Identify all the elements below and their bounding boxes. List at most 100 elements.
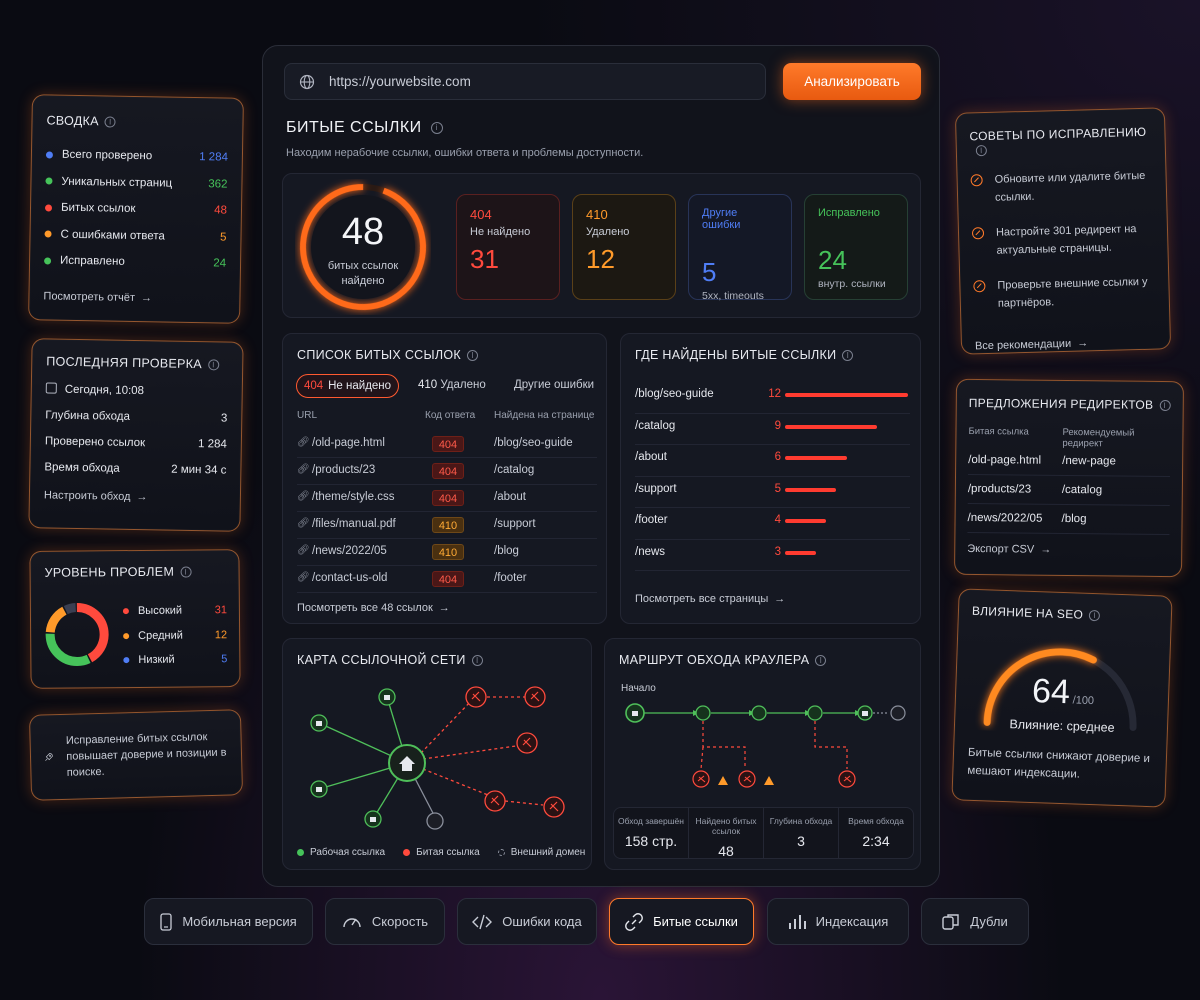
redirect-row[interactable]: /products/23/catalog xyxy=(967,474,1171,507)
tab-code-errors[interactable]: Ошибки кода xyxy=(457,898,597,945)
tab-speed[interactable]: Скорость xyxy=(325,898,445,945)
page-path: /footer xyxy=(635,514,668,526)
broken-list-panel: СПИСОК БИТЫХ ССЫЛОК i 404 Не найдено 410 У… xyxy=(282,333,607,624)
page-title: БИТЫЕ ССЫЛКИ i xyxy=(286,119,443,137)
stat-fixed[interactable]: Исправлено 24 внутр. ссылки xyxy=(804,194,908,300)
page-subtitle: Находим нерабочие ссылки, ошибки ответа … xyxy=(286,147,644,159)
crawl-stat-value: 3 xyxy=(797,833,805,849)
summary-row: Уникальных страниц 362 xyxy=(45,168,228,198)
tab-410[interactable]: 410 Удалено xyxy=(418,379,486,391)
where-found-row[interactable]: /about 6 xyxy=(635,445,910,477)
tab-label: Индексация xyxy=(815,914,889,929)
tab-label: Ошибки кода xyxy=(502,914,582,929)
bar-chart-icon xyxy=(788,914,806,929)
table-row[interactable]: 🔗︎/contact-us-old 404/footer xyxy=(297,566,597,593)
where-found-row[interactable]: /catalog 9 xyxy=(635,414,910,445)
stat-code: 410 xyxy=(586,207,608,222)
network-map-panel: КАРТА ССЫЛОЧНОЙ СЕТИ i xyxy=(282,638,592,870)
info-icon[interactable]: i xyxy=(430,121,443,134)
export-csv-link[interactable]: Экспорт CSV → xyxy=(967,542,1052,556)
tab-indexing[interactable]: Индексация xyxy=(767,898,909,945)
tab-other[interactable]: Другие ошибки xyxy=(514,379,595,391)
url-input[interactable] xyxy=(329,74,729,89)
tab-mobile[interactable]: Мобильная версия xyxy=(144,898,313,945)
where-found-row[interactable]: /blog/seo-guide 12 xyxy=(635,382,910,414)
count-bar xyxy=(785,550,816,555)
broken-url: /products/23 xyxy=(312,464,376,476)
configure-crawl-link[interactable]: Настроить обход → xyxy=(43,489,148,504)
stat-code: 404 xyxy=(470,207,492,222)
page-path: /about xyxy=(635,451,667,463)
tab-duplicates[interactable]: Дубли xyxy=(921,898,1029,945)
status-code-badge: 410 xyxy=(432,517,464,533)
redirects-card: ПРЕДЛОЖЕНИЯ РЕДИРЕКТОВ i Битая ссылка Рек… xyxy=(953,378,1185,578)
info-icon[interactable]: i xyxy=(815,655,827,667)
broken-url: /contact-us-old xyxy=(312,572,388,584)
last-check-label: Глубина обхода xyxy=(45,409,131,423)
stat-sub: внутр. ссылки xyxy=(818,278,886,290)
info-icon[interactable]: i xyxy=(471,655,483,667)
tab-label: Скорость xyxy=(371,914,429,929)
crawl-start-label: Начало xyxy=(621,683,656,694)
last-check-value: 3 xyxy=(220,412,228,425)
level-dot xyxy=(123,632,130,639)
info-icon[interactable]: i xyxy=(1088,610,1101,622)
level-row: Высокий 31 xyxy=(122,604,227,629)
broken-url: /news/2022/05 xyxy=(312,545,387,557)
count-bar xyxy=(785,487,836,492)
crawl-route-title: МАРШРУТ ОБХОДА КРАУЛЕРА i xyxy=(619,653,827,667)
stat-value: 5 xyxy=(702,257,717,287)
seo-impact-card: ВЛИЯНИЕ НА SEO i 64/100 Влияние: среднее … xyxy=(951,588,1173,808)
fix-tips-title: СОВЕТЫ ПО ИСПРАВЛЕНИЮi xyxy=(969,124,1147,157)
stat-404[interactable]: 404 Не найдено 31 xyxy=(456,194,560,300)
tab-broken-links[interactable]: Битые ссылки xyxy=(609,898,754,945)
analyze-button[interactable]: Анализировать xyxy=(783,63,921,100)
info-icon[interactable]: i xyxy=(466,350,478,362)
view-report-link[interactable]: Посмотреть отчёт → xyxy=(43,289,153,304)
stat-other-errors[interactable]: Другие ошибки 5 5xx, timeouts xyxy=(688,194,792,302)
all-recommendations-link[interactable]: Все рекомендации → xyxy=(974,337,1089,353)
redirect-row[interactable]: /old-page.html/new-page xyxy=(968,445,1171,478)
table-row[interactable]: 🔗︎/news/2022/05 410/blog xyxy=(297,539,597,566)
view-all-pages[interactable]: Посмотреть все страницы → xyxy=(635,593,786,605)
calendar-icon xyxy=(45,382,57,394)
tab-404[interactable]: 404 Не найдено xyxy=(296,374,399,398)
redirects-header: Битая ссылка Рекомендуемый редирект xyxy=(968,425,1135,450)
issue-levels-title: УРОВЕНЬ ПРОБЛЕМ i xyxy=(45,564,225,580)
crawl-route-graph xyxy=(625,703,906,788)
info-icon[interactable]: i xyxy=(1159,400,1171,412)
found-on-page: /blog/seo-guide xyxy=(494,437,573,449)
info-icon[interactable]: i xyxy=(975,145,988,157)
info-icon[interactable]: i xyxy=(104,116,116,128)
found-on-page: /footer xyxy=(494,572,527,584)
url-bar xyxy=(284,63,766,100)
redirect-row[interactable]: /news/2022/05/blog xyxy=(967,503,1170,536)
view-all-links[interactable]: Посмотреть все 48 ссылок → xyxy=(297,602,450,614)
stat-label: Не найдено xyxy=(470,226,531,238)
network-graph xyxy=(310,686,565,830)
where-found-row[interactable]: /footer 4 xyxy=(635,508,910,540)
where-found-row[interactable]: /support 5 xyxy=(635,477,910,508)
page-path: /catalog xyxy=(635,419,676,432)
count-bar xyxy=(785,393,908,397)
level-label: Средний xyxy=(138,629,183,642)
summary-label: Исправлено xyxy=(59,254,125,269)
table-row[interactable]: 🔗︎/products/23 404/catalog xyxy=(297,458,597,485)
status-dot xyxy=(45,151,53,159)
table-row[interactable]: 🔗︎/theme/style.css 404/about xyxy=(297,485,597,512)
found-on-page: /blog xyxy=(494,545,519,557)
network-map-title: КАРТА ССЫЛОЧНОЙ СЕТИ i xyxy=(297,653,483,667)
table-row[interactable]: 🔗︎/files/manual.pdf 410/support xyxy=(297,512,597,539)
summary-value: 5 xyxy=(220,231,227,244)
info-icon[interactable]: i xyxy=(842,350,854,362)
tab-label: Битые ссылки xyxy=(653,914,738,929)
info-icon[interactable]: i xyxy=(207,359,220,371)
where-found-row[interactable]: /news 3 xyxy=(635,540,910,571)
level-dot xyxy=(122,608,129,615)
table-row[interactable]: 🔗︎/old-page.html 404/blog/seo-guide xyxy=(297,431,597,458)
stat-value: 12 xyxy=(586,244,615,274)
info-icon[interactable]: i xyxy=(180,566,192,578)
page-count: 6 xyxy=(774,451,781,463)
stat-410[interactable]: 410 Удалено 12 xyxy=(572,194,676,300)
crawl-stat-value: 2:34 xyxy=(862,833,890,849)
